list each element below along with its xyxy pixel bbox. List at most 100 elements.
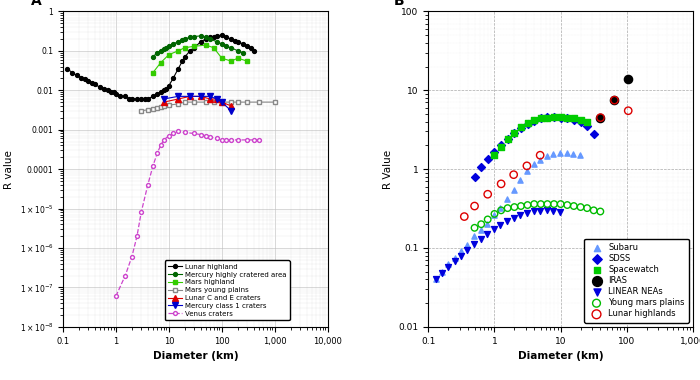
Subaru (541, 154, 552, 160)
Young mars plains (482, 216, 493, 222)
Mercury highly cratered area (206, 37, 214, 41)
Line: Lunar highland: Lunar highland (65, 33, 256, 101)
Lunar highland (234, 40, 242, 44)
Subaru (442, 261, 454, 268)
Line: Mercury class 1 craters: Mercury class 1 craters (160, 93, 234, 114)
Mercury class 1 craters (160, 97, 168, 101)
Subaru (568, 151, 579, 157)
Lunar highland (106, 90, 115, 94)
Lunar highland (222, 35, 230, 40)
Lunar highland (206, 35, 214, 40)
Lunar highland (249, 49, 258, 53)
Line: Lunar C and E craters: Lunar C and E craters (160, 93, 234, 109)
Lunar highland (174, 66, 183, 71)
Lunar C and E craters (174, 97, 183, 101)
Mars highland (209, 46, 218, 50)
Spacewatch (489, 152, 500, 158)
Mars highland (174, 49, 183, 53)
Venus craters (243, 138, 251, 142)
Mars highland (157, 60, 165, 65)
LINEAR NEAs (455, 253, 466, 259)
Spacewatch (522, 120, 533, 126)
Lunar highland (63, 66, 71, 71)
SDSS (469, 174, 480, 180)
Mercury highly cratered area (202, 35, 210, 40)
Lunar highland (68, 70, 76, 75)
LINEAR NEAs (554, 209, 566, 215)
Mars young plains (137, 109, 146, 113)
Young mars plains (515, 203, 526, 209)
Spacewatch (528, 117, 540, 123)
Venus craters (249, 138, 258, 142)
Lunar C and E craters (160, 100, 168, 104)
LINEAR NEAs (501, 218, 512, 224)
Venus craters (157, 143, 165, 148)
Lunar highlands (496, 181, 507, 187)
Mars young plains (202, 100, 210, 104)
Lunar highland (104, 88, 112, 93)
Subaru (574, 152, 585, 158)
Mars young plains (190, 100, 198, 104)
Lunar highland (116, 94, 125, 99)
Mars young plains (218, 100, 226, 104)
SDSS (582, 123, 593, 129)
Venus craters (174, 129, 183, 134)
LINEAR NEAs (442, 264, 454, 270)
SDSS (561, 115, 573, 121)
Lunar highland (153, 92, 161, 97)
Mars highland (234, 56, 242, 60)
LINEAR NEAs (489, 226, 500, 233)
Text: A: A (32, 0, 42, 8)
Lunar highland (202, 37, 210, 41)
Lunar C and E craters (197, 94, 205, 99)
Young mars plains (489, 211, 500, 217)
Mercury class 1 craters (227, 109, 235, 113)
Mercury highly cratered area (169, 41, 177, 46)
Spacewatch (555, 114, 566, 120)
Mercury highly cratered area (213, 40, 221, 44)
Young mars plains (561, 202, 573, 208)
SDSS (509, 130, 520, 136)
Mars highland (243, 59, 251, 63)
Venus craters (213, 136, 221, 141)
Spacewatch (536, 115, 547, 121)
Lunar highland (80, 77, 89, 82)
Young mars plains (536, 201, 547, 207)
Lunar highland (148, 94, 157, 99)
Lunar highland (121, 94, 130, 99)
Lunar highlands (622, 108, 634, 114)
Mercury class 1 craters (213, 97, 221, 101)
Lunar highland (144, 97, 152, 101)
Subaru (501, 196, 512, 202)
Mercury class 1 craters (174, 94, 183, 99)
LINEAR NEAs (548, 208, 559, 214)
Subaru (449, 255, 460, 261)
Young mars plains (542, 201, 553, 207)
Lunar highland (162, 86, 171, 91)
Young mars plains (548, 201, 559, 207)
Young mars plains (522, 202, 533, 208)
Lunar highland (246, 46, 255, 50)
Legend: Subaru, SDSS, Spacewatch, IRAS, LINEAR NEAs, Young mars plains, Lunar highlands: Subaru, SDSS, Spacewatch, IRAS, LINEAR N… (584, 239, 689, 323)
Line: Mars highland: Mars highland (151, 43, 249, 75)
Lunar highland (72, 73, 80, 78)
Mars young plains (144, 108, 152, 112)
Mars highland (148, 70, 157, 75)
Spacewatch (561, 114, 573, 120)
SDSS (528, 118, 540, 124)
Subaru (482, 221, 493, 227)
Subaru (535, 157, 546, 163)
Young mars plains (555, 201, 566, 207)
LINEAR NEAs (495, 222, 506, 228)
Lunar highland (133, 97, 141, 101)
Spacewatch (502, 136, 513, 142)
Lunar highland (91, 82, 99, 87)
Subaru (489, 212, 500, 218)
Mercury highly cratered area (178, 38, 187, 42)
Subaru (548, 151, 559, 157)
Lunar highland (213, 33, 221, 38)
LINEAR NEAs (535, 207, 546, 214)
Mars young plains (148, 106, 157, 111)
SDSS (496, 142, 507, 149)
Lunar highland (157, 90, 165, 94)
